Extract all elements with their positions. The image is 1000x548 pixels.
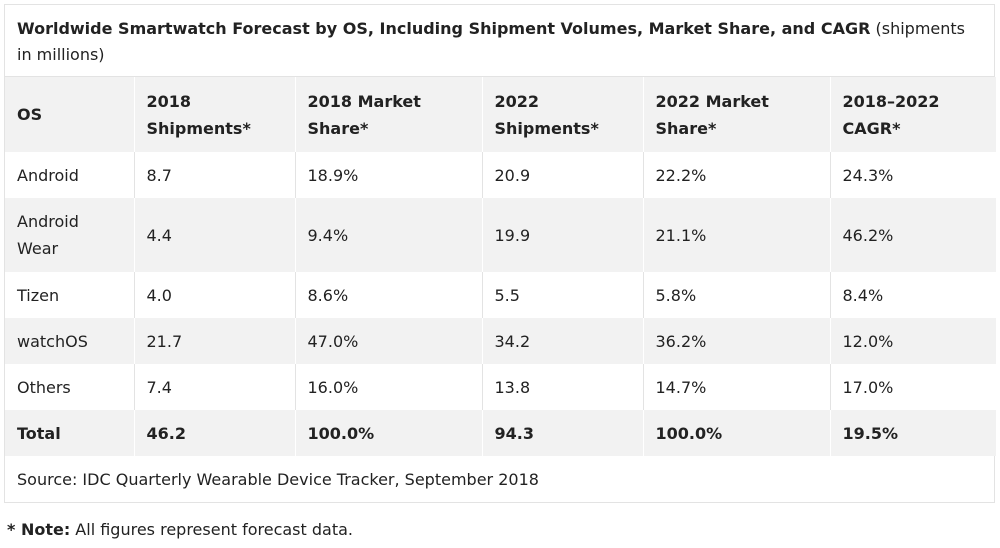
source-row: Source: IDC Quarterly Wearable Device Tr… — [5, 456, 996, 502]
table-cell: 14.7% — [642, 364, 830, 410]
total-cell: 100.0% — [642, 410, 830, 456]
table-cell: 34.2 — [481, 318, 643, 364]
column-header-2022-shipments: 2022 Shipments* — [481, 77, 643, 152]
table-cell: 8.7 — [133, 152, 295, 198]
column-header-os: OS — [5, 77, 134, 152]
table-cell: 9.4% — [294, 198, 482, 272]
total-cell: 100.0% — [294, 410, 482, 456]
table-row: Android Wear 4.4 9.4% 19.9 21.1% 46.2% — [5, 198, 996, 272]
column-header-2018-shipments: 2018 Shipments* — [133, 77, 295, 152]
os-cell: Tizen — [5, 272, 134, 318]
table-cell: 46.2% — [829, 198, 996, 272]
source-text: Source: IDC Quarterly Wearable Device Tr… — [17, 469, 539, 489]
table-cell: 17.0% — [829, 364, 996, 410]
table-cell: 7.4 — [133, 364, 295, 410]
table-cell: 8.6% — [294, 272, 482, 318]
table-row: Others 7.4 16.0% 13.8 14.7% 17.0% — [5, 364, 996, 410]
forecast-table: OS 2018 Shipments* 2018 Market Share* 20… — [5, 77, 996, 502]
caption-units: (shipments in millions) — [17, 19, 965, 64]
os-cell: Others — [5, 364, 134, 410]
total-cell: 46.2 — [133, 410, 295, 456]
total-row: Total 46.2 100.0% 94.3 100.0% 19.5% — [5, 410, 996, 456]
table-cell: 4.4 — [133, 198, 295, 272]
table-cell: 20.9 — [481, 152, 643, 198]
table-row: Tizen 4.0 8.6% 5.5 5.8% 8.4% — [5, 272, 996, 318]
footnote-label: * Note: — [7, 520, 71, 539]
footnote: * Note: All figures represent forecast d… — [7, 518, 353, 542]
table-caption: Worldwide Smartwatch Forecast by OS, Inc… — [5, 5, 994, 77]
table-cell: 19.9 — [481, 198, 643, 272]
table-row: Android 8.7 18.9% 20.9 22.2% 24.3% — [5, 152, 996, 198]
table-cell: 36.2% — [642, 318, 830, 364]
total-cell: 19.5% — [829, 410, 996, 456]
table-row: watchOS 21.7 47.0% 34.2 36.2% 12.0% — [5, 318, 996, 364]
os-cell: Android Wear — [5, 198, 134, 272]
table-cell: 8.4% — [829, 272, 996, 318]
os-cell: Android — [5, 152, 134, 198]
table-cell: 16.0% — [294, 364, 482, 410]
table-cell: 22.2% — [642, 152, 830, 198]
total-label: Total — [5, 410, 134, 456]
table-header-row: OS 2018 Shipments* 2018 Market Share* 20… — [5, 77, 996, 152]
table-cell: 4.0 — [133, 272, 295, 318]
table-cell: 18.9% — [294, 152, 482, 198]
column-header-2018-market-share: 2018 Market Share* — [294, 77, 482, 152]
table-cell: 5.5 — [481, 272, 643, 318]
caption-title: Worldwide Smartwatch Forecast by OS, Inc… — [17, 19, 871, 38]
table-cell: 12.0% — [829, 318, 996, 364]
table-cell: 47.0% — [294, 318, 482, 364]
table-cell: 24.3% — [829, 152, 996, 198]
total-cell: 94.3 — [481, 410, 643, 456]
footnote-text: All figures represent forecast data. — [70, 520, 353, 539]
table-cell: 21.7 — [133, 318, 295, 364]
os-cell: watchOS — [5, 318, 134, 364]
table-cell: 5.8% — [642, 272, 830, 318]
table-cell: 21.1% — [642, 198, 830, 272]
forecast-table-container: Worldwide Smartwatch Forecast by OS, Inc… — [4, 4, 996, 503]
column-header-cagr: 2018–2022 CAGR* — [829, 77, 996, 152]
table-cell: 13.8 — [481, 364, 643, 410]
column-header-2022-market-share: 2022 Market Share* — [642, 77, 830, 152]
